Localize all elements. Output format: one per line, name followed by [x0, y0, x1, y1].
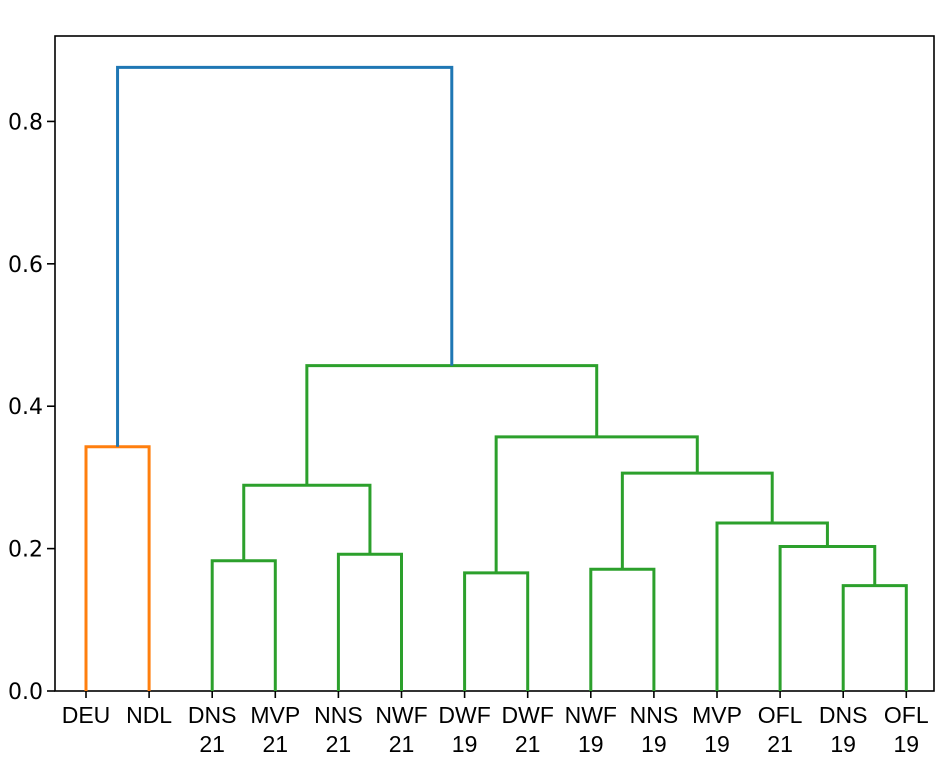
leaf-label: DWF: [502, 702, 554, 728]
y-tick-label: 0.6: [8, 253, 43, 278]
dendrogram-links: [84, 65, 908, 691]
leaf-label-line2: 19: [830, 731, 856, 757]
dendrogram-link-m7: [778, 544, 877, 691]
leaf-label-line2: 21: [515, 731, 541, 757]
leaf-label-line2: 21: [263, 731, 289, 757]
dendrogram-link-m12: [116, 65, 454, 447]
dendrogram-link-m3: [242, 483, 372, 561]
leaf-label: NWF: [565, 702, 617, 728]
leaf-label-line2: 21: [326, 731, 352, 757]
leaf-label-line2: 19: [452, 731, 478, 757]
dendrogram-link-m0: [84, 445, 151, 691]
dendrogram-link-m11: [305, 364, 599, 486]
y-axis: 0.0 0.2 0.4 0.6 0.8: [8, 110, 55, 705]
leaf-label: NWF: [375, 702, 427, 728]
dendrogram-link-m8: [715, 521, 829, 691]
leaf-label-line2: 19: [578, 731, 604, 757]
leaf-label: NDL: [126, 702, 172, 728]
leaf-label-line2: 19: [894, 731, 920, 757]
y-tick-label: 0.8: [8, 110, 43, 135]
leaf-label: DWF: [438, 702, 490, 728]
dendrogram-link-m10: [494, 435, 699, 573]
leaf-label: OFL: [884, 702, 929, 728]
leaf-label-line2: 19: [641, 731, 667, 757]
leaf-label: OFL: [758, 702, 803, 728]
leaf-label: NNS: [314, 702, 363, 728]
dendrogram-link-m1: [210, 559, 277, 691]
leaf-label: DNS: [819, 702, 868, 728]
leaf-label-line2: 19: [704, 731, 730, 757]
leaf-label: MVP: [692, 702, 742, 728]
leaf-label-line2: 21: [199, 731, 225, 757]
plot-area-frame: [54, 35, 935, 692]
dendrogram-link-m2: [336, 552, 403, 691]
leaf-label: MVP: [250, 702, 300, 728]
dendrogram-link-m6: [841, 584, 908, 691]
dendrogram-link-m4: [463, 571, 530, 691]
leaf-label: DEU: [62, 702, 111, 728]
dendrogram-link-m9: [620, 471, 774, 570]
y-tick-label: 0.2: [8, 538, 43, 563]
y-tick-label: 0.4: [8, 395, 43, 420]
x-axis-leaf-labels: DEU NDL DNS 21 MVP 21 NNS 21 NWF 21 DWF 19 DWF 21 NWF 1…: [62, 691, 929, 757]
leaf-label: DNS: [188, 702, 237, 728]
leaf-label: NNS: [630, 702, 679, 728]
dendrogram-link-m5: [589, 567, 656, 691]
y-tick-label: 0.0: [8, 680, 43, 705]
leaf-label-line2: 21: [767, 731, 793, 757]
leaf-label-line2: 21: [389, 731, 415, 757]
